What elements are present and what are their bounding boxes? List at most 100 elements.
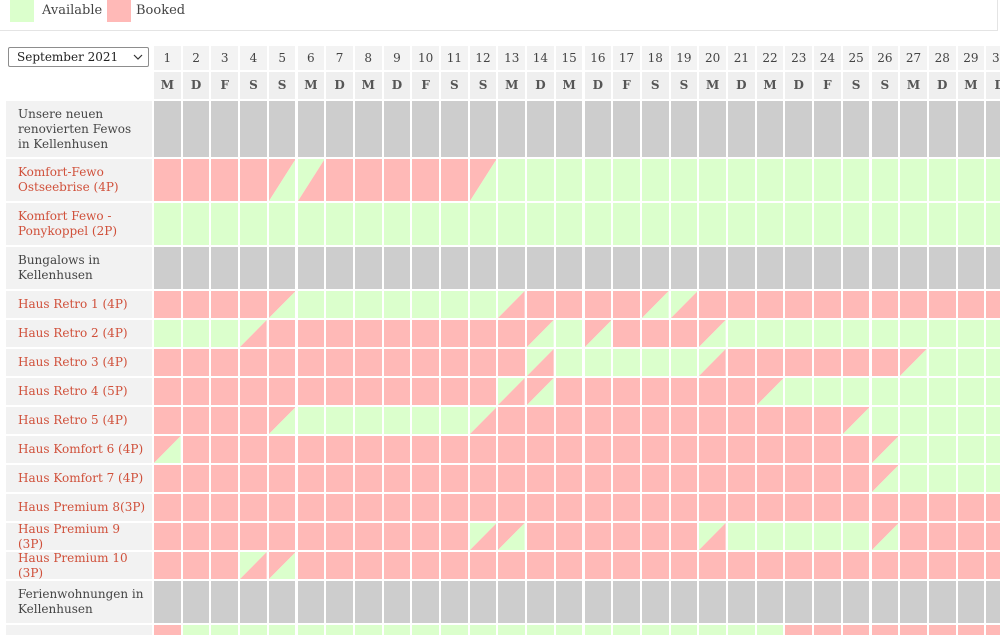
booked-cell[interactable]	[154, 494, 181, 521]
available-cell[interactable]	[871, 159, 899, 201]
booked-cell[interactable]	[555, 291, 583, 318]
booked-cell[interactable]	[527, 465, 554, 492]
checkin-cell[interactable]	[699, 349, 726, 376]
booked-cell[interactable]	[814, 494, 841, 521]
booked-cell[interactable]	[756, 465, 784, 492]
booked-cell[interactable]	[383, 320, 411, 347]
available-cell[interactable]	[555, 320, 583, 347]
booked-cell[interactable]	[814, 552, 841, 579]
booked-cell[interactable]	[928, 523, 956, 550]
calendar-cell[interactable]	[785, 625, 813, 635]
available-cell[interactable]	[756, 159, 784, 201]
calendar-cell[interactable]	[555, 625, 583, 635]
available-cell[interactable]	[412, 203, 439, 245]
booked-cell[interactable]	[154, 378, 181, 405]
booked-cell[interactable]	[498, 465, 526, 492]
booked-cell[interactable]	[182, 552, 210, 579]
booked-cell[interactable]	[182, 407, 210, 434]
available-cell[interactable]	[469, 203, 497, 245]
booked-cell[interactable]	[211, 349, 239, 376]
booked-cell[interactable]	[240, 378, 267, 405]
booked-cell[interactable]	[871, 494, 899, 521]
calendar-cell[interactable]	[527, 625, 554, 635]
booked-cell[interactable]	[641, 494, 669, 521]
calendar-cell[interactable]	[986, 625, 1000, 635]
available-cell[interactable]	[326, 291, 353, 318]
booked-cell[interactable]	[469, 494, 497, 521]
booked-cell[interactable]	[412, 378, 439, 405]
checkin-cell[interactable]	[498, 378, 526, 405]
booked-cell[interactable]	[584, 494, 612, 521]
available-cell[interactable]	[527, 203, 554, 245]
booked-cell[interactable]	[641, 523, 669, 550]
booked-cell[interactable]	[182, 436, 210, 463]
booked-cell[interactable]	[584, 436, 612, 463]
available-cell[interactable]	[670, 159, 698, 201]
booked-cell[interactable]	[728, 494, 755, 521]
available-cell[interactable]	[154, 320, 181, 347]
booked-cell[interactable]	[154, 349, 181, 376]
available-cell[interactable]	[957, 465, 985, 492]
booked-cell[interactable]	[240, 523, 267, 550]
booked-cell[interactable]	[211, 523, 239, 550]
available-cell[interactable]	[900, 159, 927, 201]
booked-cell[interactable]	[268, 523, 296, 550]
booked-cell[interactable]	[469, 436, 497, 463]
available-cell[interactable]	[756, 203, 784, 245]
unit-name[interactable]: Haus Retro 2 (4P)	[6, 320, 152, 347]
booked-cell[interactable]	[441, 494, 468, 521]
booked-cell[interactable]	[240, 349, 267, 376]
available-cell[interactable]	[785, 203, 813, 245]
available-cell[interactable]	[182, 320, 210, 347]
booked-cell[interactable]	[354, 465, 382, 492]
available-cell[interactable]	[584, 349, 612, 376]
booked-cell[interactable]	[268, 320, 296, 347]
booked-cell[interactable]	[154, 407, 181, 434]
available-cell[interactable]	[928, 407, 956, 434]
booked-cell[interactable]	[670, 523, 698, 550]
booked-cell[interactable]	[498, 552, 526, 579]
booked-cell[interactable]	[613, 552, 640, 579]
available-cell[interactable]	[842, 378, 870, 405]
available-cell[interactable]	[555, 159, 583, 201]
checkout-checkin-cell[interactable]	[871, 523, 899, 550]
booked-cell[interactable]	[814, 436, 841, 463]
calendar-cell[interactable]	[900, 625, 927, 635]
booked-cell[interactable]	[268, 436, 296, 463]
booked-cell[interactable]	[928, 552, 956, 579]
booked-cell[interactable]	[297, 378, 325, 405]
calendar-cell[interactable]	[842, 625, 870, 635]
calendar-cell[interactable]	[211, 625, 239, 635]
booked-cell[interactable]	[555, 552, 583, 579]
available-cell[interactable]	[498, 159, 526, 201]
booked-cell[interactable]	[383, 552, 411, 579]
available-cell[interactable]	[986, 349, 1000, 376]
booked-cell[interactable]	[641, 436, 669, 463]
available-cell[interactable]	[469, 291, 497, 318]
available-cell[interactable]	[928, 378, 956, 405]
booked-cell[interactable]	[756, 349, 784, 376]
booked-cell[interactable]	[957, 291, 985, 318]
checkin-cell[interactable]	[240, 320, 267, 347]
booked-cell[interactable]	[699, 552, 726, 579]
booked-cell[interactable]	[240, 494, 267, 521]
checkout-checkin-cell[interactable]	[268, 552, 296, 579]
booked-cell[interactable]	[957, 552, 985, 579]
booked-cell[interactable]	[814, 291, 841, 318]
unit-name[interactable]: Haus Premium 8(3P)	[6, 494, 152, 521]
booked-cell[interactable]	[957, 494, 985, 521]
booked-cell[interactable]	[986, 291, 1000, 318]
available-cell[interactable]	[928, 203, 956, 245]
unit-name[interactable]: Haus Retro 5 (4P)	[6, 407, 152, 434]
booked-cell[interactable]	[182, 494, 210, 521]
booked-cell[interactable]	[182, 523, 210, 550]
available-cell[interactable]	[871, 203, 899, 245]
booked-cell[interactable]	[871, 552, 899, 579]
booked-cell[interactable]	[240, 465, 267, 492]
available-cell[interactable]	[900, 320, 927, 347]
booked-cell[interactable]	[728, 436, 755, 463]
booked-cell[interactable]	[154, 465, 181, 492]
booked-cell[interactable]	[613, 378, 640, 405]
booked-cell[interactable]	[412, 320, 439, 347]
unit-name[interactable]: Komfort-Fewo Ostseebrise (4P)	[6, 159, 152, 201]
